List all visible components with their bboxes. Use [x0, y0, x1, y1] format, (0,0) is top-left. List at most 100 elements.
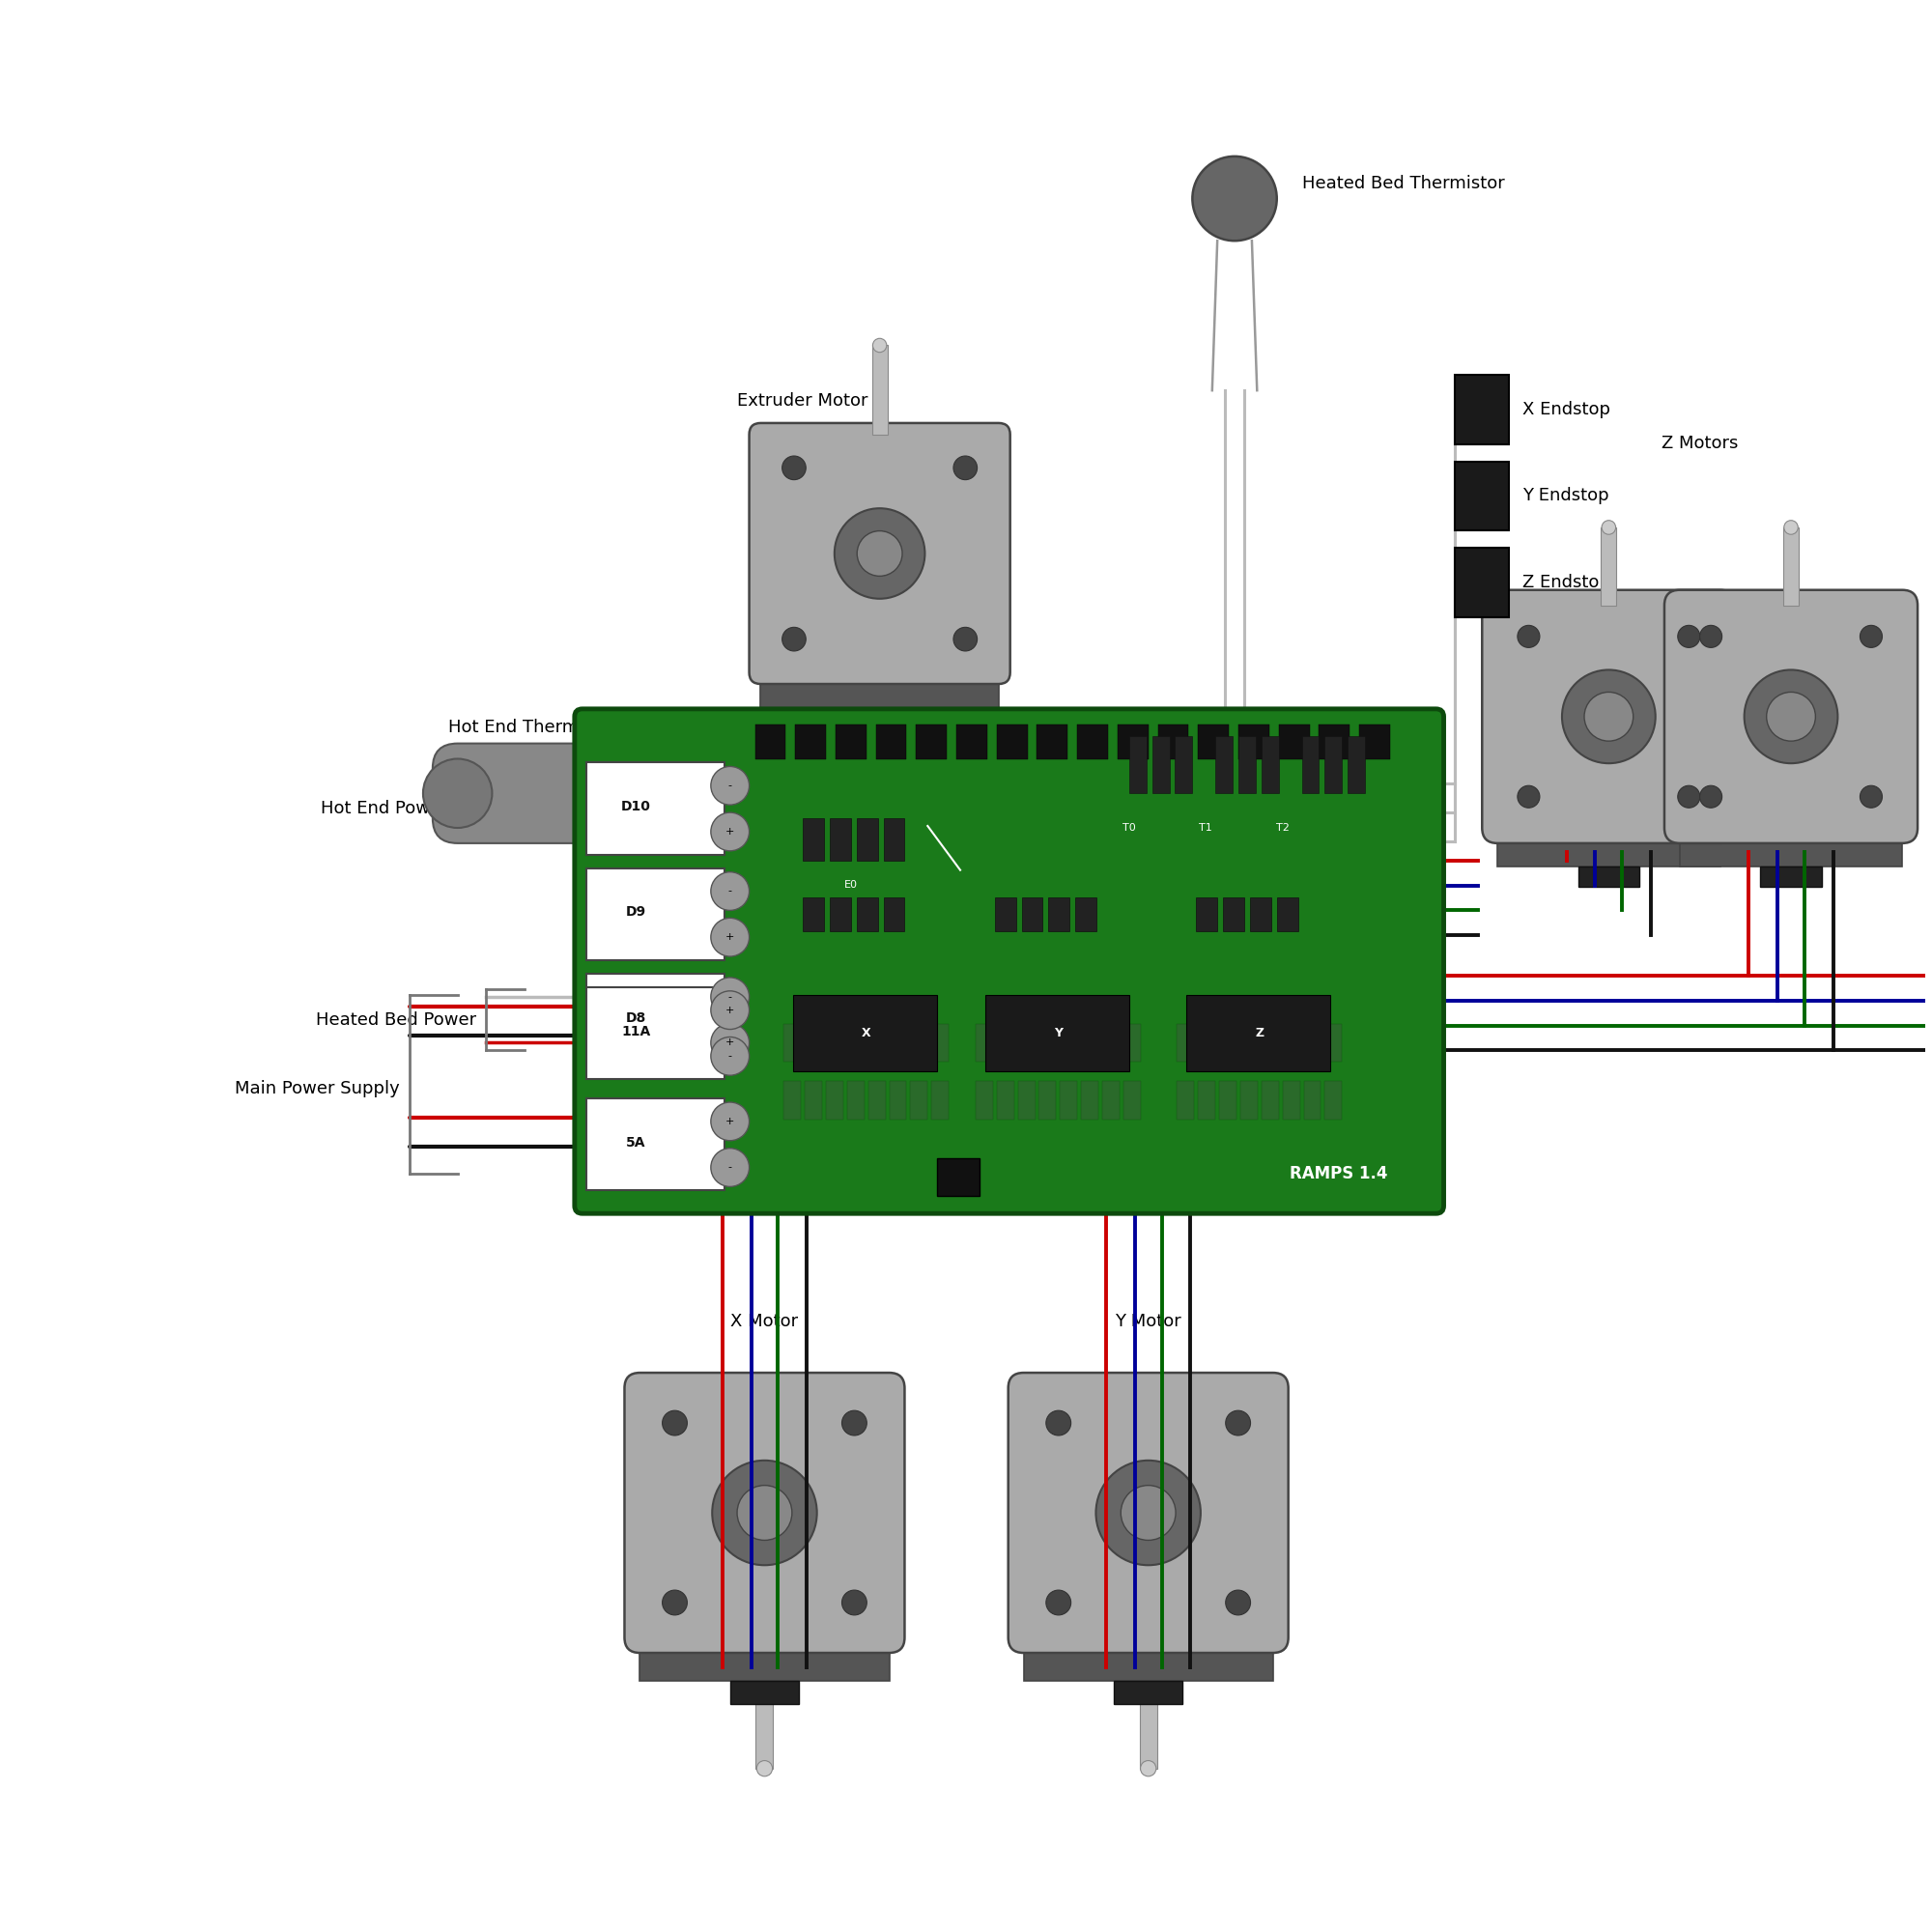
Bar — [1223, 896, 1244, 931]
Circle shape — [1517, 626, 1540, 647]
Circle shape — [663, 1590, 688, 1615]
Bar — [846, 715, 912, 732]
Circle shape — [711, 813, 750, 850]
Bar — [956, 724, 987, 759]
Bar — [1039, 1024, 1057, 1063]
Bar — [1238, 736, 1256, 794]
Circle shape — [842, 1410, 867, 1435]
Bar — [1049, 896, 1070, 931]
Circle shape — [738, 1486, 792, 1540]
Bar — [1262, 1024, 1279, 1063]
Bar — [829, 819, 850, 860]
Bar — [1018, 1024, 1036, 1063]
Bar — [827, 1024, 842, 1063]
Circle shape — [1766, 692, 1816, 742]
Bar — [1262, 1082, 1279, 1119]
FancyBboxPatch shape — [1663, 589, 1918, 842]
Bar — [755, 1681, 773, 1768]
Bar — [867, 1024, 885, 1063]
Bar — [1304, 1024, 1321, 1063]
Text: T2: T2 — [1275, 823, 1289, 833]
Bar — [871, 346, 887, 435]
Circle shape — [1225, 1410, 1250, 1435]
Text: D9: D9 — [626, 906, 645, 920]
Bar — [1455, 549, 1509, 616]
Bar — [1196, 896, 1217, 931]
Text: Z Endstop: Z Endstop — [1522, 574, 1609, 591]
Circle shape — [842, 1590, 867, 1615]
Bar — [1078, 724, 1107, 759]
Text: E0: E0 — [844, 879, 858, 889]
Bar — [985, 995, 1128, 1072]
Text: Z: Z — [1256, 1028, 1264, 1039]
Bar — [1177, 1082, 1194, 1119]
Bar — [1215, 736, 1233, 794]
Circle shape — [711, 918, 750, 956]
Text: X: X — [862, 1028, 871, 1039]
Bar — [1320, 724, 1350, 759]
Text: D10: D10 — [620, 800, 651, 813]
Circle shape — [713, 1461, 817, 1565]
Bar — [1360, 724, 1389, 759]
Circle shape — [1677, 626, 1700, 647]
Circle shape — [1861, 786, 1882, 808]
Bar — [1783, 527, 1799, 605]
Bar — [931, 1082, 949, 1119]
Bar — [1262, 736, 1279, 794]
Circle shape — [835, 508, 925, 599]
Bar — [976, 1082, 993, 1119]
Bar — [1039, 1082, 1057, 1119]
Bar — [937, 1157, 980, 1196]
Circle shape — [1584, 692, 1633, 742]
Text: Z Motors: Z Motors — [1662, 435, 1739, 452]
Bar — [1198, 1082, 1215, 1119]
Polygon shape — [1024, 1638, 1273, 1681]
Polygon shape — [639, 1638, 889, 1681]
FancyBboxPatch shape — [750, 423, 1010, 684]
Text: 5A: 5A — [626, 1136, 645, 1150]
Text: +: + — [726, 933, 734, 943]
Circle shape — [1045, 1590, 1070, 1615]
Text: +: + — [726, 1117, 734, 1126]
Circle shape — [1192, 156, 1277, 242]
Circle shape — [782, 628, 806, 651]
Bar — [585, 1099, 724, 1190]
Bar — [1175, 736, 1192, 794]
Bar — [829, 896, 850, 931]
Text: -: - — [728, 1051, 732, 1061]
Polygon shape — [1679, 827, 1903, 867]
Text: Hot End Power: Hot End Power — [321, 800, 448, 817]
Bar — [796, 724, 827, 759]
Circle shape — [1602, 520, 1615, 535]
Circle shape — [1700, 786, 1721, 808]
Bar — [1277, 896, 1298, 931]
Bar — [883, 896, 904, 931]
Bar — [976, 1024, 993, 1063]
Circle shape — [711, 1024, 750, 1063]
Text: Heated Bed Power: Heated Bed Power — [317, 1010, 477, 1028]
Circle shape — [711, 1148, 750, 1186]
Bar — [794, 995, 937, 1072]
Text: +: + — [726, 1005, 734, 1014]
Bar — [997, 1024, 1014, 1063]
Bar — [916, 724, 947, 759]
Text: Hot End Thermistor: Hot End Thermistor — [448, 719, 618, 736]
Bar — [1283, 1082, 1300, 1119]
Bar — [1115, 1681, 1182, 1704]
Bar — [1760, 867, 1822, 887]
Circle shape — [1121, 1486, 1177, 1540]
Bar — [1198, 724, 1229, 759]
Bar — [1018, 1082, 1036, 1119]
Circle shape — [1140, 1760, 1155, 1776]
Text: +: + — [726, 1037, 734, 1047]
Text: RAMPS 1.4: RAMPS 1.4 — [1291, 1165, 1387, 1182]
Circle shape — [711, 871, 750, 910]
Bar — [997, 724, 1028, 759]
Text: T0: T0 — [1122, 823, 1136, 833]
Bar — [846, 1024, 864, 1063]
Bar — [585, 763, 724, 854]
Bar — [1240, 1082, 1258, 1119]
Polygon shape — [1497, 827, 1719, 867]
Text: Y: Y — [1053, 1028, 1063, 1039]
Bar — [1238, 724, 1269, 759]
